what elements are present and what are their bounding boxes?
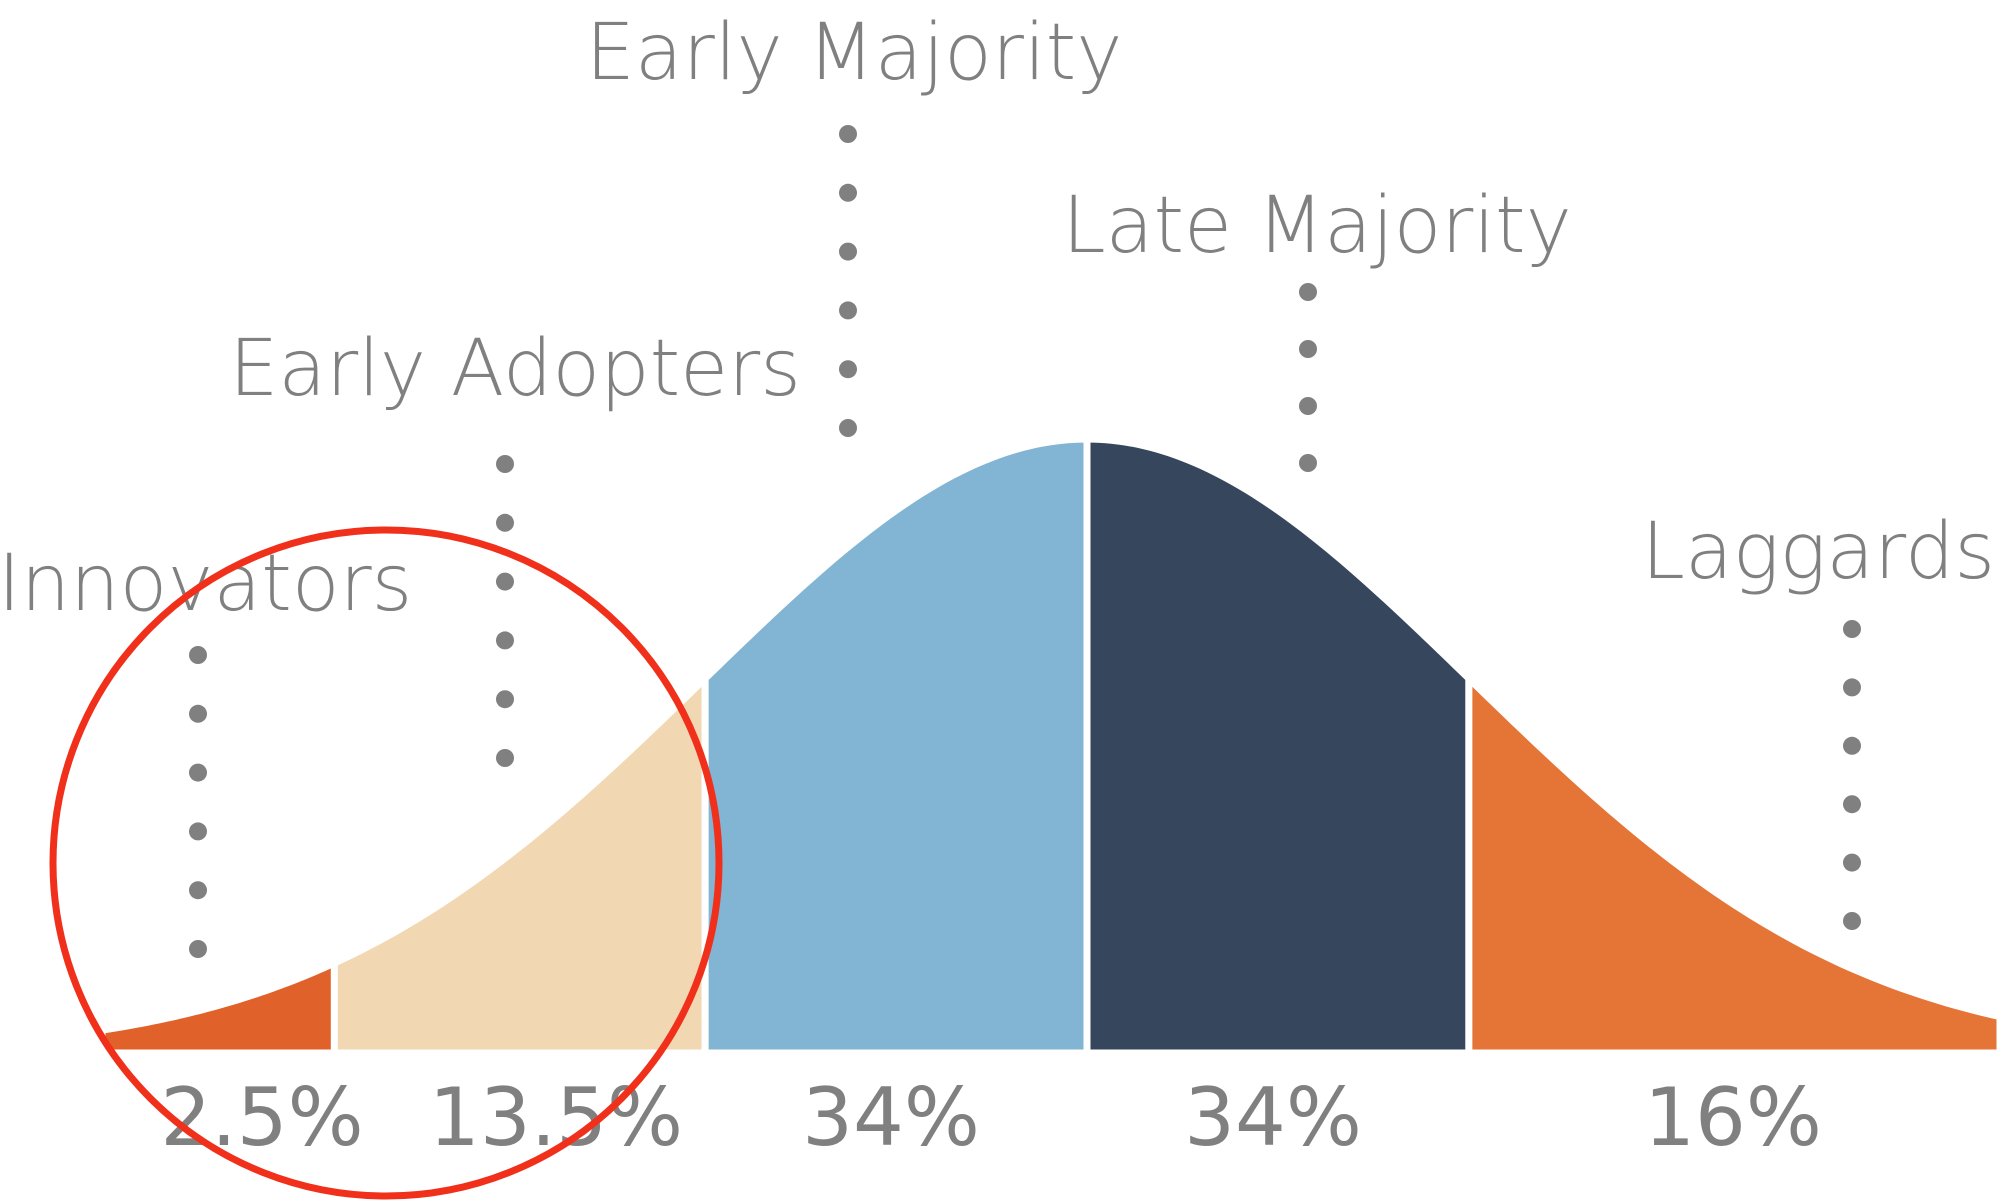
value-label: 34% [802,1071,980,1164]
leader-dot [839,360,857,379]
segments [98,435,2000,1057]
leader-dot [189,940,207,958]
segment [1465,670,2000,1057]
value-label: 34% [1184,1071,1362,1164]
leader-dot [839,242,857,261]
leader-dot [1843,678,1861,697]
leader-dot [189,881,207,900]
segment [330,670,709,1057]
leader-dot [839,183,857,202]
leader-dots [189,125,1861,958]
leader-dot [496,690,514,709]
leader-dot [1299,283,1317,301]
value-label: 16% [1644,1071,1822,1164]
leader-dot [496,572,514,591]
leader-dot [1843,853,1861,872]
leader-dot [1843,736,1861,755]
leader-dot [496,455,514,473]
leader-dot [839,125,857,143]
leader-dot [839,419,857,437]
leader-dot [189,763,207,782]
leader-dot [1843,912,1861,930]
leader-dot [189,704,207,723]
highlight-circle [49,526,723,1200]
leader-dot [1299,454,1317,472]
segment [1083,435,1473,1057]
category-label: Early Adopters [229,324,801,414]
leader-dot [1843,620,1861,638]
segment [701,435,1091,1057]
category-label: Late Majority [1062,181,1572,271]
leader-dot [1299,397,1317,415]
leader-dot [839,301,857,320]
leader-dot [189,822,207,841]
value-label: 2.5% [160,1071,363,1164]
leader-dot [496,513,514,532]
leader-dot [496,631,514,650]
category-label: Early Majority [586,8,1123,98]
leader-dot [1299,340,1317,358]
category-label: Laggards [1641,507,1995,597]
leader-dot [1843,795,1861,814]
leader-dot [496,749,514,767]
segment [98,957,338,1057]
leader-dot [189,646,207,664]
